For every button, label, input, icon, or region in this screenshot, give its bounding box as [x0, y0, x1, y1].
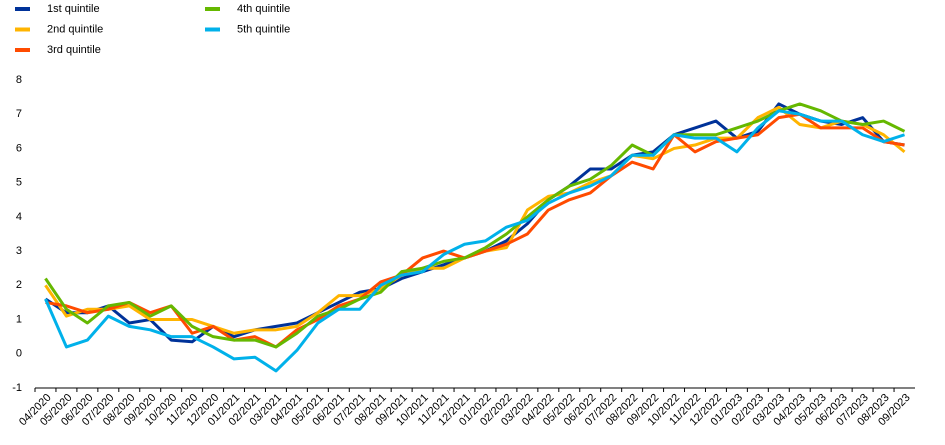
legend-label: 5th quintile — [237, 23, 290, 35]
y-tick-label: 7 — [16, 108, 22, 120]
y-tick-label: 3 — [16, 245, 22, 257]
legend-label: 3rd quintile — [47, 44, 101, 56]
y-tick-label: 8 — [16, 74, 22, 86]
series-line — [45, 112, 905, 349]
y-tick-label: 2 — [16, 279, 22, 291]
series-line — [44, 102, 906, 349]
legend-label: 4th quintile — [237, 3, 290, 15]
legend-label: 1st quintile — [47, 3, 100, 15]
y-tick-label: 4 — [16, 211, 22, 223]
series-line — [44, 105, 906, 335]
y-tick-label: 0 — [16, 348, 22, 360]
legend-label: 2nd quintile — [47, 23, 103, 35]
series-line — [44, 109, 905, 373]
series-line — [44, 102, 905, 344]
y-tick-label: -1 — [12, 382, 22, 394]
y-tick-label: 1 — [16, 313, 22, 325]
y-tick-label: 6 — [16, 142, 22, 154]
y-tick-label: 5 — [16, 177, 22, 189]
